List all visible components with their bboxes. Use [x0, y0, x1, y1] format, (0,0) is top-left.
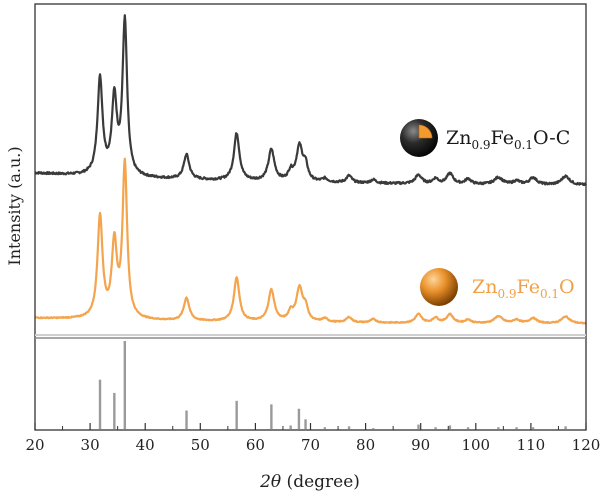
- legend-label-subscript: 0.1: [514, 138, 533, 152]
- x-axis-label: 2θ (degree): [259, 472, 360, 492]
- legend-marker-orange-sphere-icon: [420, 268, 458, 306]
- x-tick-label: 60: [246, 436, 265, 454]
- axes-layer: 20 30 40 50 60 70 80 90 100 110 120: [25, 3, 600, 454]
- series-line-1: [34, 14, 587, 187]
- x-tick-label: 20: [25, 436, 44, 454]
- reference-pattern-layer: [98, 341, 567, 429]
- x-tick-label: 120: [572, 436, 600, 454]
- legend-marker-orange-wedge-icon: [418, 124, 433, 139]
- legend-label-text: Zn: [472, 276, 497, 298]
- series-layer: [34, 14, 587, 325]
- legend-label-text: O: [559, 276, 575, 298]
- legend-label-subscript: 0.1: [540, 287, 559, 301]
- legend-label-text: Fe: [517, 276, 540, 298]
- x-tick-label: 110: [517, 436, 546, 454]
- legend-label-text: O-C: [533, 127, 570, 149]
- legend-label-text: Zn: [446, 127, 471, 149]
- x-tick-label: 30: [81, 436, 100, 454]
- x-tick-label: 40: [136, 436, 155, 454]
- x-tick-label: 100: [461, 436, 490, 454]
- legend-label-2: Zn0.9Fe0.1O: [472, 276, 575, 301]
- legend-label-subscript: 0.9: [497, 287, 516, 301]
- series-line-2: [34, 157, 587, 325]
- x-axis-label-unit: (degree): [281, 472, 360, 492]
- x-tick-label: 50: [191, 436, 210, 454]
- x-tick-label: 80: [356, 436, 375, 454]
- legend-label-subscript: 0.9: [471, 138, 490, 152]
- legend-label-text: Fe: [491, 127, 514, 149]
- legend-label-1: Zn0.9Fe0.1O-C: [446, 127, 570, 152]
- x-axis-label-symbol: 2θ: [259, 472, 281, 492]
- y-axis-label: Intensity (a.u.): [5, 146, 24, 265]
- x-tick-label: 70: [301, 436, 320, 454]
- x-tick-label: 90: [411, 436, 430, 454]
